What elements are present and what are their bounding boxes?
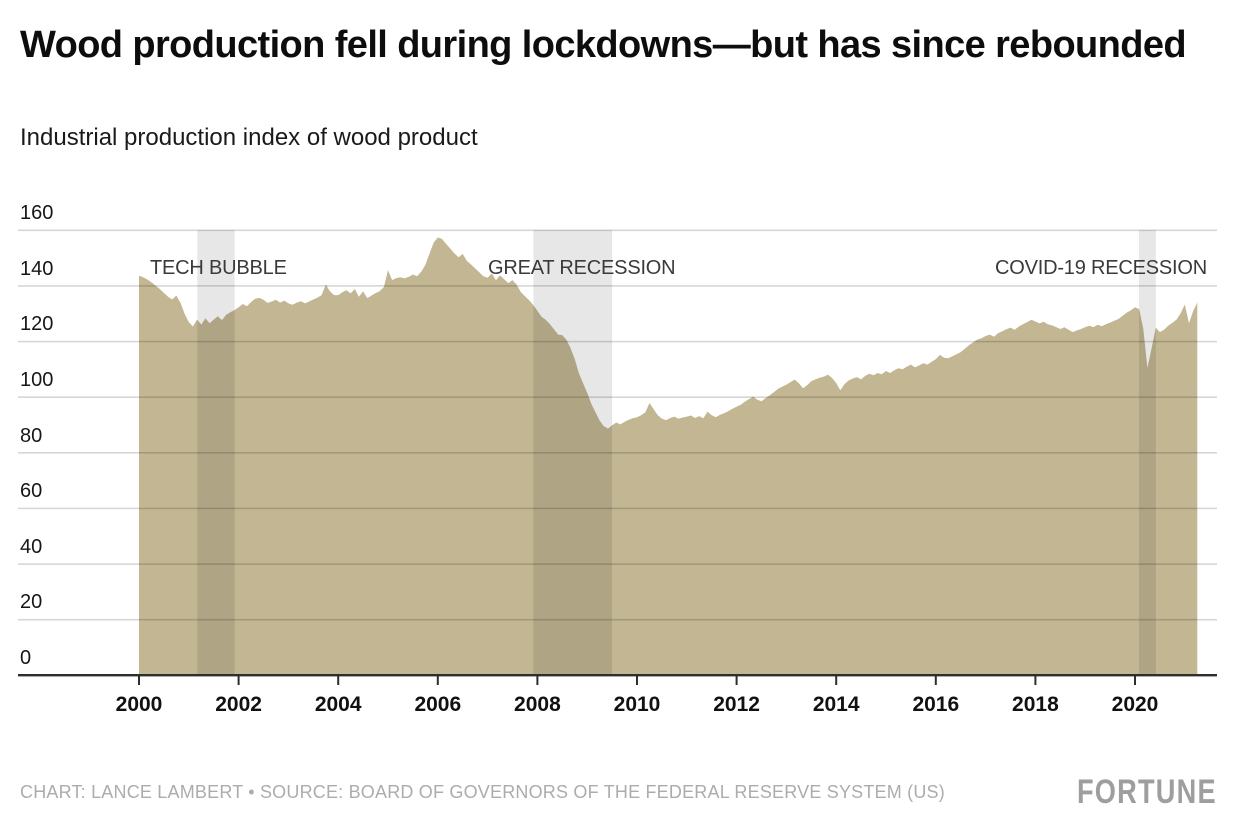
x-axis-tick-2004 xyxy=(337,675,340,685)
y-axis-tick-label-140: 140 xyxy=(20,257,54,280)
recession-label-great-recession: GREAT RECESSION xyxy=(488,257,676,279)
recession-band-2 xyxy=(1139,230,1156,675)
recession-label-tech-bubble: TECH BUBBLE xyxy=(150,257,287,279)
x-axis-tick-label-2010: 2010 xyxy=(613,693,661,716)
y-axis-tick-label-160: 160 xyxy=(20,202,54,224)
gridline-60 xyxy=(18,507,1217,510)
x-axis-tick-2012 xyxy=(735,675,738,685)
gridline-160 xyxy=(18,229,1217,232)
x-axis-tick-2020 xyxy=(1134,675,1136,685)
x-axis-line xyxy=(18,674,1217,677)
chart-title: Wood production fell during lockdowns—bu… xyxy=(20,24,1187,66)
x-axis-tick-label-2016: 2016 xyxy=(912,693,960,716)
gridline-120 xyxy=(18,340,1217,343)
x-axis-tick-2010 xyxy=(636,675,638,685)
x-axis-tick-2014 xyxy=(835,675,838,685)
gridline-80 xyxy=(18,452,1217,454)
gridline-100 xyxy=(18,396,1217,398)
y-axis-tick-label-0: 0 xyxy=(20,647,32,669)
recession-band-0 xyxy=(197,230,235,675)
footer: CHART: LANCE LAMBERT • SOURCE: BOARD OF … xyxy=(20,772,1217,812)
y-axis-tick-label-80: 80 xyxy=(20,424,43,447)
y-axis-tick-label-60: 60 xyxy=(20,480,43,503)
x-axis-tick-label-2012: 2012 xyxy=(713,693,760,716)
y-axis-tick-label-40: 40 xyxy=(20,535,43,558)
y-axis-tick-label-20: 20 xyxy=(20,591,43,614)
x-axis-tick-label-2018: 2018 xyxy=(1012,693,1059,716)
credit-line: CHART: LANCE LAMBERT • SOURCE: BOARD OF … xyxy=(20,781,945,802)
x-axis-tick-label-2020: 2020 xyxy=(1111,693,1159,716)
gridline-40 xyxy=(18,563,1217,565)
area-fill-wood-production xyxy=(139,237,1198,675)
x-axis-tick-label-2014: 2014 xyxy=(812,693,860,716)
y-axis-tick-label-120: 120 xyxy=(20,313,54,336)
x-axis-tick-label-2000: 2000 xyxy=(115,693,163,716)
x-axis-tick-2016 xyxy=(934,675,937,685)
recession-band-1 xyxy=(533,230,613,675)
x-axis-tick-2006 xyxy=(436,675,439,685)
y-axis-tick-label-100: 100 xyxy=(20,368,54,391)
x-axis-tick-2008 xyxy=(536,675,539,685)
x-axis-tick-2018 xyxy=(1034,675,1037,685)
x-axis-tick-label-2004: 2004 xyxy=(314,693,362,716)
chart-subtitle: Industrial production index of wood prod… xyxy=(20,124,478,151)
x-axis-tick-label-2002: 2002 xyxy=(215,693,262,716)
recession-label-covid-19: COVID-19 RECESSION xyxy=(994,257,1207,279)
gridline-20 xyxy=(18,618,1217,621)
x-axis-tick-2002 xyxy=(237,675,240,685)
gridline-140 xyxy=(18,285,1217,287)
x-axis-tick-2000 xyxy=(138,675,140,685)
x-axis-tick-label-2006: 2006 xyxy=(414,693,462,716)
x-axis-tick-label-2008: 2008 xyxy=(514,693,561,716)
fortune-logo: FORTUNE xyxy=(1077,772,1217,811)
